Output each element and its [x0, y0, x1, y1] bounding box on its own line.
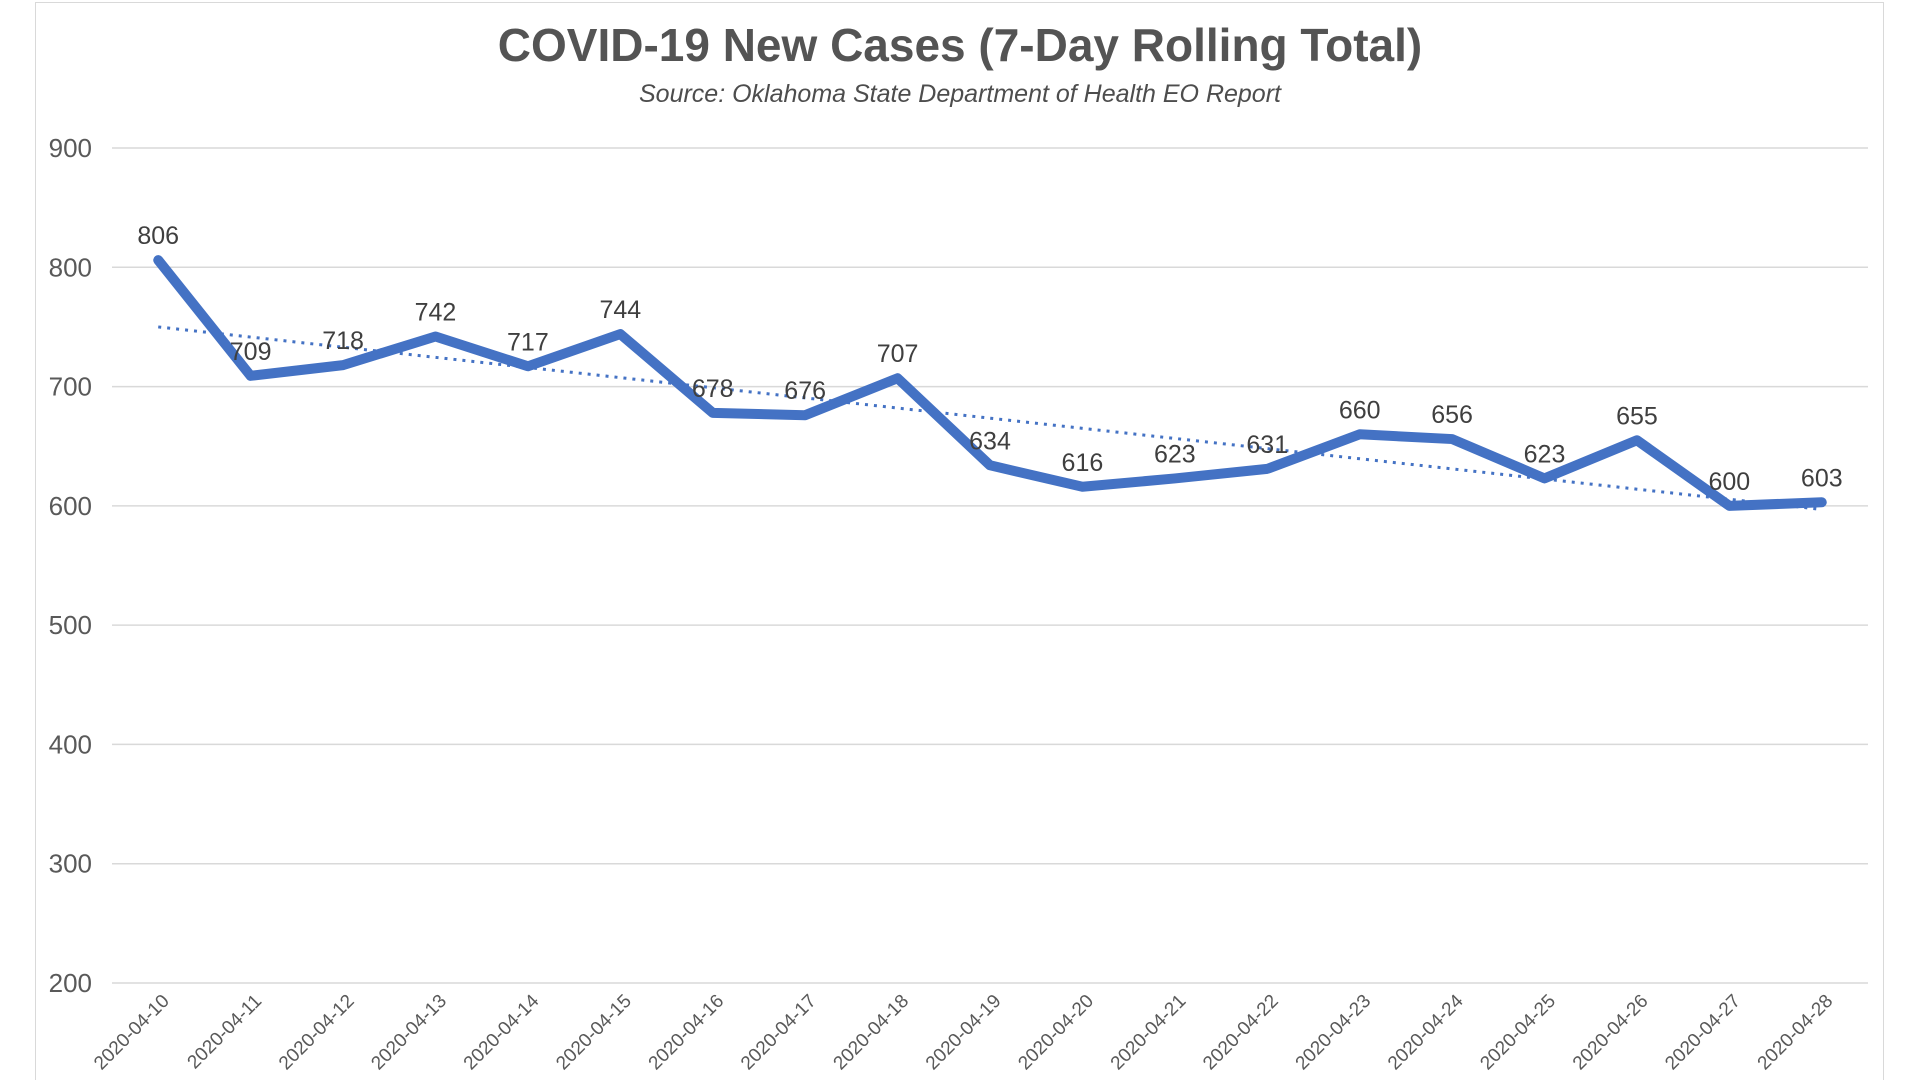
x-axis-tick-label: 2020-04-21 [1107, 991, 1191, 1075]
x-axis-tick-label: 2020-04-19 [922, 991, 1006, 1075]
chart-frame [35, 2, 1884, 1080]
x-axis-tick-label: 2020-04-26 [1569, 991, 1653, 1075]
data-label-layer: 806 709 718 742 717 744 678 676 707 634 616 623 631 6… [137, 222, 1842, 496]
data-point-label: 600 [1709, 468, 1751, 496]
x-axis-tick-label: 2020-04-15 [552, 991, 636, 1075]
y-axis-tick-label: 900 [49, 133, 92, 163]
y-axis-tick-label: 200 [49, 968, 92, 998]
data-point-label: 623 [1154, 440, 1196, 468]
data-point-label: 655 [1616, 402, 1658, 430]
data-point-label: 707 [877, 340, 919, 368]
data-point-label: 676 [784, 377, 826, 405]
series-layer [153, 255, 1827, 511]
data-point-label: 744 [599, 296, 641, 324]
data-point-label: 717 [507, 328, 549, 356]
data-point-label: 603 [1801, 464, 1843, 492]
data-point-label: 678 [692, 375, 734, 403]
x-axis-tick-label: 2020-04-20 [1014, 991, 1098, 1075]
y-axis-tick-label: 500 [49, 610, 92, 640]
x-axis-tick-label: 2020-04-11 [184, 991, 267, 1074]
data-point-label: 806 [137, 222, 179, 250]
data-point-label: 709 [230, 338, 272, 366]
x-axis-tick-label: 2020-04-16 [645, 991, 729, 1075]
x-axis-tick-label: 2020-04-28 [1754, 991, 1838, 1075]
x-axis-tick-label: 2020-04-22 [1199, 991, 1283, 1075]
x-axis-tick-label: 2020-04-23 [1292, 991, 1376, 1075]
data-point-label: 634 [969, 427, 1011, 455]
x-axis-tick-label: 2020-04-12 [275, 991, 359, 1075]
y-axis-tick-label: 700 [49, 372, 92, 402]
x-axis-tick-label: 2020-04-13 [367, 991, 451, 1075]
y-axis-tick-label: 400 [49, 729, 92, 759]
data-point-label: 742 [415, 298, 457, 326]
y-axis-tick-label: 800 [49, 252, 92, 282]
x-axis-tick-label: 2020-04-10 [90, 991, 174, 1075]
x-axis-tick-label: 2020-04-17 [737, 991, 821, 1075]
x-axis-tick-label: 2020-04-25 [1476, 991, 1560, 1075]
y-axis-tick-label: 300 [49, 849, 92, 879]
data-point-label: 660 [1339, 396, 1381, 424]
y-axis-tick-label: 600 [49, 491, 92, 521]
trendline [158, 325, 1822, 511]
data-point-label: 631 [1246, 431, 1288, 459]
data-point-label: 623 [1524, 440, 1566, 468]
data-point-label: 718 [322, 327, 364, 355]
chart-title: COVID-19 New Cases (7-Day Rolling Total) [497, 19, 1423, 71]
series-line [153, 255, 1827, 511]
data-point-label: 656 [1431, 401, 1473, 429]
chart-subtitle: Source: Oklahoma State Department of Hea… [639, 80, 1281, 108]
x-axis-tick-label: 2020-04-18 [830, 991, 914, 1075]
gridlines [112, 147, 1868, 984]
trendline-layer [158, 325, 1822, 511]
data-point-label: 616 [1062, 449, 1104, 477]
x-axis-tick-label: 2020-04-27 [1661, 991, 1745, 1075]
x-axis-tick-label: 2020-04-24 [1384, 990, 1468, 1074]
x-axis-tick-label: 2020-04-14 [460, 990, 544, 1074]
